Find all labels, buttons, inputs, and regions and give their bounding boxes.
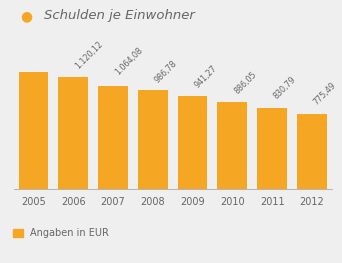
Bar	[58, 77, 88, 189]
Text: ●: ●	[21, 9, 32, 23]
Text: 830,79: 830,79	[272, 75, 298, 101]
Bar	[19, 72, 49, 189]
Bar	[98, 85, 128, 189]
Text: 1.120,12: 1.120,12	[73, 39, 105, 71]
Bar	[257, 108, 287, 189]
Text: 941,27: 941,27	[193, 63, 219, 89]
Bar	[218, 102, 247, 189]
Bar	[178, 96, 208, 189]
Text: 775,49: 775,49	[312, 81, 338, 107]
Bar	[297, 114, 327, 189]
Text: 986,78: 986,78	[153, 59, 179, 85]
Text: Schulden je Einwohner: Schulden je Einwohner	[44, 9, 195, 22]
Text: 1.064,08: 1.064,08	[113, 45, 144, 77]
Bar	[138, 90, 168, 189]
Text: 886,05: 886,05	[232, 69, 258, 95]
Legend: Angaben in EUR: Angaben in EUR	[9, 224, 113, 242]
